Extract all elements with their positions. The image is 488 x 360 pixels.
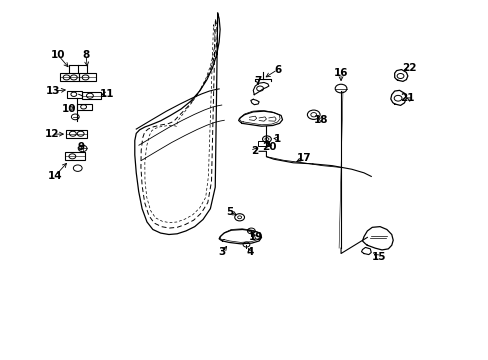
Bar: [67, 91, 81, 98]
Text: 8: 8: [82, 50, 89, 60]
Text: 12: 12: [44, 129, 59, 139]
Bar: [79, 73, 96, 81]
Text: 10: 10: [51, 50, 65, 60]
Text: 20: 20: [262, 142, 277, 152]
Text: 7: 7: [253, 76, 261, 86]
Bar: [82, 92, 101, 99]
Text: 2: 2: [250, 145, 257, 156]
Text: 4: 4: [246, 247, 254, 257]
Text: 21: 21: [400, 93, 414, 103]
Bar: [65, 152, 84, 160]
Text: 14: 14: [48, 171, 62, 181]
Text: 16: 16: [333, 68, 347, 78]
Bar: [77, 104, 92, 110]
Bar: [258, 140, 268, 145]
Text: 1: 1: [273, 134, 281, 144]
Text: 11: 11: [100, 89, 114, 99]
Text: 15: 15: [370, 252, 385, 262]
Bar: [60, 73, 79, 81]
Text: 3: 3: [218, 247, 225, 257]
Text: 9: 9: [78, 142, 84, 152]
Text: 10: 10: [61, 104, 76, 114]
Text: 17: 17: [296, 153, 311, 163]
Text: 22: 22: [401, 63, 416, 73]
Text: 19: 19: [248, 232, 263, 242]
Text: 13: 13: [46, 86, 61, 96]
Text: 18: 18: [314, 115, 328, 125]
Bar: [66, 130, 86, 138]
Text: 6: 6: [273, 64, 281, 75]
Text: 5: 5: [226, 207, 233, 217]
